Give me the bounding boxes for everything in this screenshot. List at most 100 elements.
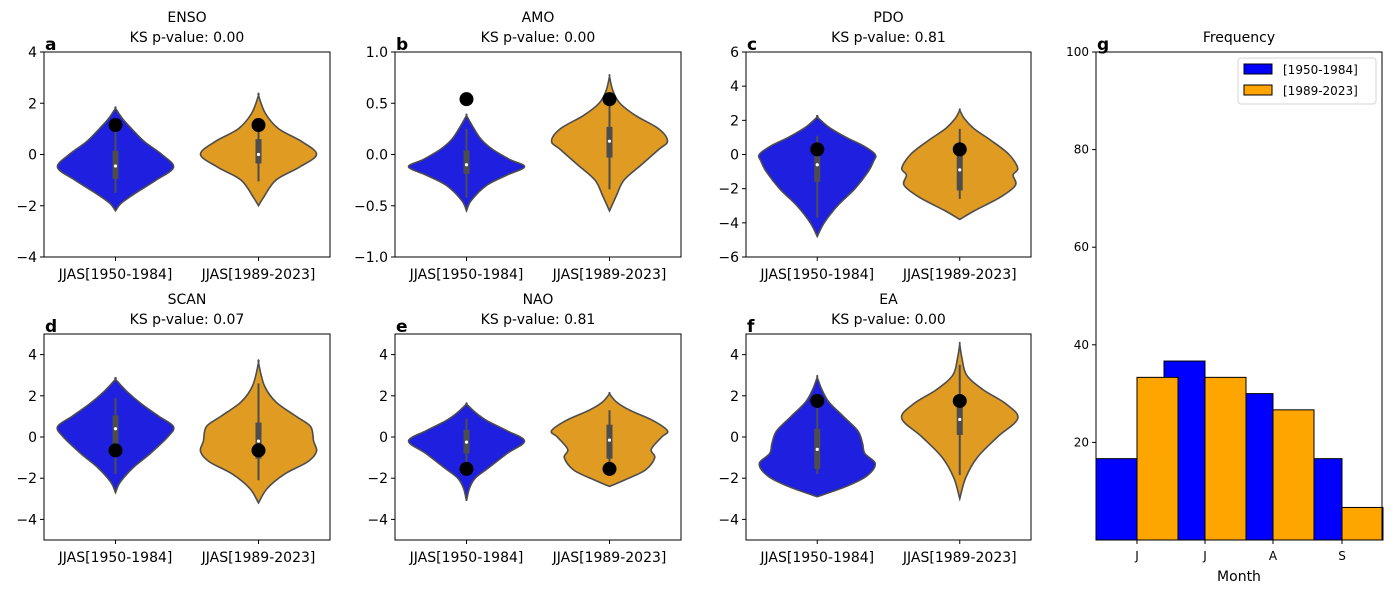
bar-period2 [1136, 376, 1179, 541]
ytick-label: 2 [379, 389, 388, 405]
xtick-label: S [1338, 549, 1346, 563]
median-marker [256, 152, 261, 157]
xtick-label: JJAS[1950-1984] [759, 550, 874, 566]
panel-title: Frequency [1203, 30, 1275, 46]
ks-pvalue-label: KS p-value: 0.81 [481, 312, 596, 328]
xtick-label: J [1202, 549, 1207, 563]
xtick-label: JJAS[1989-2023] [902, 550, 1017, 566]
highlight-point [810, 142, 825, 157]
ytick-label: 0 [730, 148, 739, 164]
ytick-label: −4 [718, 512, 739, 528]
panel-b: AMO KS p-value: 0.00 b 1.0 0.5 0.0 −0.5 −1.0 JJA… [354, 10, 682, 283]
violin-period2 [199, 359, 318, 505]
violin-period1 [757, 114, 877, 239]
ytick-label: −4 [367, 512, 388, 528]
ytick-label: 4 [28, 348, 37, 364]
xtick-label: J [1134, 549, 1139, 563]
xtick-label: JJAS[1989-2023] [201, 550, 316, 566]
ytick-label: 6 [730, 45, 739, 61]
panel-letter: d [45, 317, 57, 337]
bar-period2 [1204, 376, 1247, 541]
highlight-point [459, 92, 474, 107]
xtick-label: JJAS[1950-1984] [759, 267, 874, 283]
median-marker [958, 417, 962, 422]
median-marker [815, 163, 819, 167]
legend-label: [1989-2023] [1283, 84, 1358, 98]
median-marker [464, 440, 469, 444]
median-marker [815, 447, 819, 451]
axes-frame [43, 333, 331, 541]
violin-period2 [550, 74, 669, 213]
median-marker [256, 439, 261, 443]
panel-g: Frequency g 100 80 60 40 20 J J A S Month [1950-1984… [1066, 30, 1384, 585]
ytick-label: −4 [718, 216, 739, 232]
x-axis-label: Month [1217, 569, 1261, 585]
ytick-label: −2 [718, 471, 739, 487]
xtick-label: JJAS[1989-2023] [552, 267, 667, 283]
panel-e: NAO KS p-value: 0.81 e4 2 0 −2 −4 JJAS[1950-198… [367, 292, 682, 566]
iqr-box [255, 139, 262, 164]
panel-letter: b [396, 35, 408, 55]
panel-letter: a [45, 35, 56, 55]
legend-swatch [1243, 63, 1273, 75]
violin-period1 [758, 374, 877, 498]
axes-frame [745, 333, 1032, 541]
violin-period2 [550, 391, 669, 488]
xtick-label: JJAS[1989-2023] [902, 267, 1017, 283]
ks-pvalue-label: KS p-value: 0.81 [831, 30, 946, 46]
legend: [1950-1984] [1989-2023] [1237, 57, 1377, 105]
highlight-point [108, 443, 123, 458]
ytick-label: 80 [1074, 143, 1089, 157]
xtick-label: A [1269, 549, 1278, 563]
violin-period1 [407, 92, 526, 213]
xtick-label: JJAS[1950-1984] [58, 267, 173, 283]
highlight-point [251, 443, 266, 458]
ytick-label: 4 [28, 45, 37, 61]
ytick-label: 0.5 [366, 96, 388, 112]
axes-frame [745, 51, 1032, 258]
legend-label: [1950-1984] [1283, 63, 1358, 77]
ytick-label: 2 [730, 389, 739, 405]
violin-period2 [199, 92, 318, 208]
ytick-label: 2 [28, 389, 37, 405]
panel-title: ENSO [167, 10, 206, 26]
ks-pvalue-label: KS p-value: 0.07 [130, 312, 245, 328]
median-marker [958, 168, 962, 172]
ytick-label: 100 [1066, 45, 1089, 59]
ytick-label: −0.5 [354, 199, 388, 215]
ytick-label: −1.0 [354, 250, 388, 266]
ytick-label: −2 [718, 182, 739, 198]
xtick-label: JJAS[1950-1984] [409, 550, 524, 566]
ytick-label: 4 [730, 348, 739, 364]
ytick-label: −2 [16, 471, 37, 487]
panel-letter: c [747, 35, 757, 55]
ytick-label: 0.0 [366, 148, 388, 164]
panel-letter: e [396, 317, 408, 337]
median-marker [113, 164, 118, 168]
violin-period1 [407, 402, 526, 502]
ks-pvalue-label: KS p-value: 0.00 [831, 312, 946, 328]
panel-title: AMO [522, 10, 555, 26]
ytick-label: −4 [16, 250, 37, 266]
ytick-label: 0 [28, 430, 37, 446]
axes-frame [1095, 51, 1383, 541]
highlight-point [602, 92, 617, 107]
highlight-point [952, 142, 967, 157]
ytick-label: 40 [1074, 338, 1089, 352]
ytick-label: 0 [379, 430, 388, 446]
median-marker [113, 427, 118, 431]
ytick-label: 2 [28, 96, 37, 112]
ytick-label: −6 [718, 250, 739, 266]
iqr-box [463, 150, 470, 174]
panel-title: PDO [873, 10, 903, 26]
ytick-label: 1.0 [366, 45, 388, 61]
legend-swatch [1243, 84, 1273, 96]
ks-pvalue-label: KS p-value: 0.00 [481, 30, 596, 46]
ytick-label: 4 [379, 348, 388, 364]
violin-period2 [900, 108, 1019, 221]
xtick-label: JJAS[1950-1984] [58, 550, 173, 566]
bar-period1 [1095, 458, 1138, 541]
panel-title: EA [879, 292, 898, 308]
bar-period2 [1341, 506, 1384, 541]
